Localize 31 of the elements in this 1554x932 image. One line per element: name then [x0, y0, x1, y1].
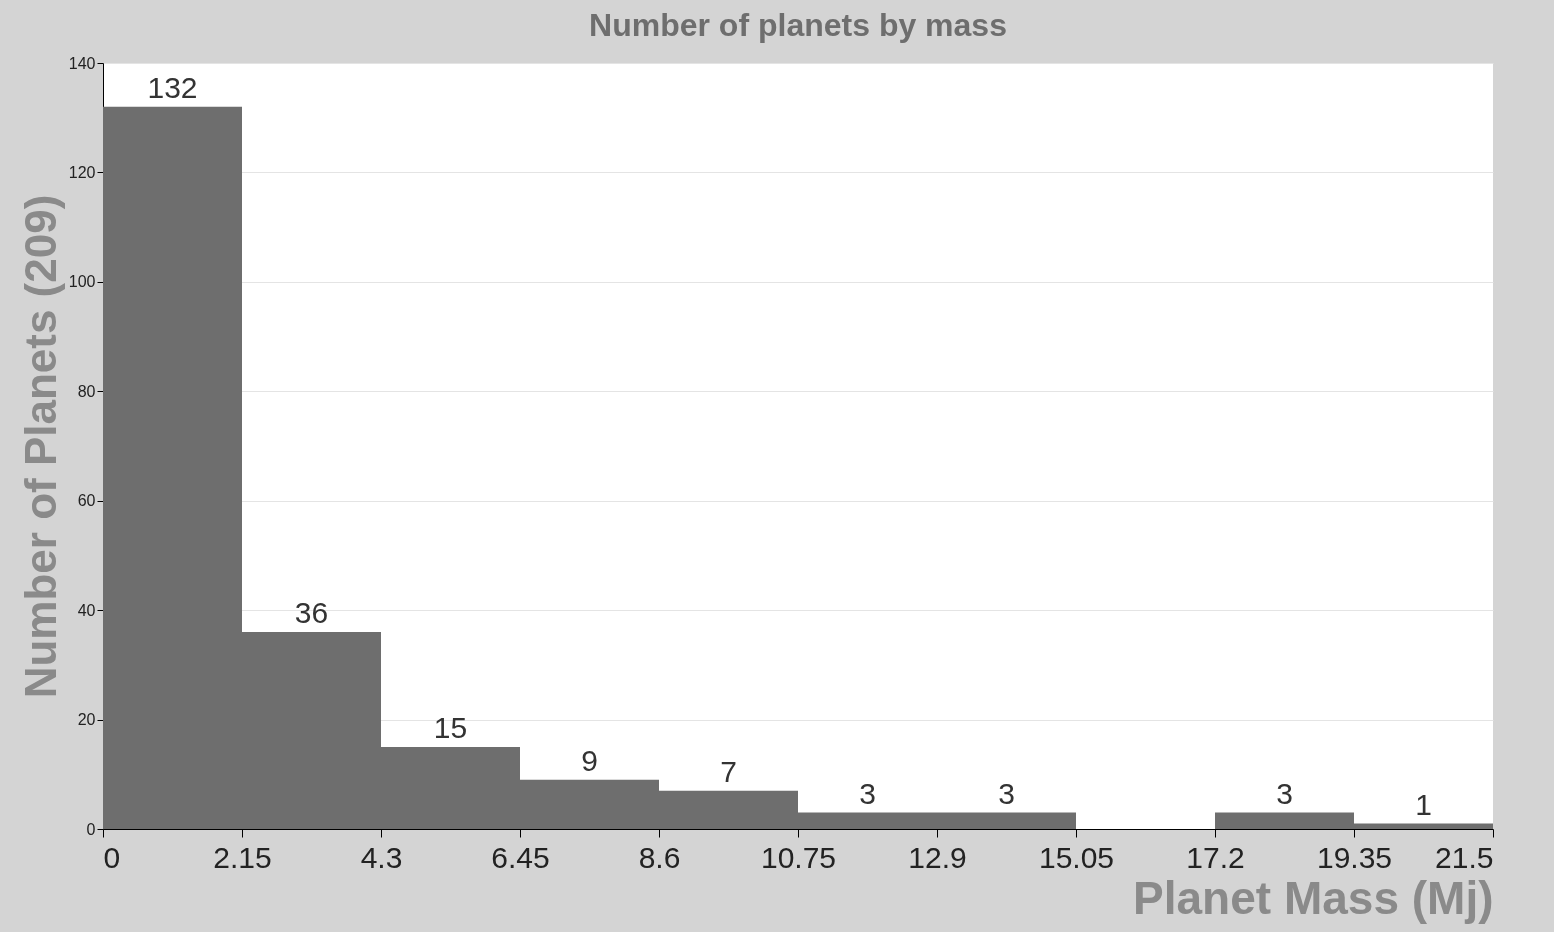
data-label: 7: [720, 754, 737, 788]
data-label: 3: [859, 776, 876, 810]
x-tick-label: 12.9: [908, 840, 967, 874]
data-label: 3: [1276, 776, 1293, 810]
data-label: 15: [433, 710, 468, 744]
y-tick-label: 40: [77, 601, 96, 619]
data-label: 132: [147, 70, 198, 104]
x-tick-label: 17.2: [1186, 840, 1245, 874]
y-tick-label: 140: [68, 54, 96, 72]
x-tick-label: 10.75: [760, 840, 837, 874]
y-tick-label: 100: [68, 273, 96, 291]
chart-title: Number of planets by mass: [589, 7, 1007, 43]
data-label: 3: [998, 776, 1015, 810]
x-tick-label: 15.05: [1038, 840, 1115, 874]
data-label: 9: [581, 743, 598, 777]
x-axis-title: Planet Mass (Mj): [1133, 871, 1494, 924]
y-tick-label: 20: [77, 711, 96, 729]
x-tick-label: 8.6: [638, 840, 681, 874]
x-tick-label: 21.5: [1435, 840, 1494, 874]
x-tick-label: 19.35: [1316, 840, 1393, 874]
y-tick-label: 60: [77, 492, 96, 510]
y-tick-label: 0: [86, 820, 96, 838]
x-tick-label: 2.15: [213, 840, 272, 874]
y-tick-label: 80: [77, 382, 96, 400]
y-tick-label: 120: [68, 163, 96, 181]
x-tick-label: 6.45: [491, 840, 550, 874]
y-axis-title: Number of Planets (209): [15, 194, 65, 699]
x-tick-label: 0: [103, 840, 121, 874]
x-tick-label: 4.3: [360, 840, 403, 874]
data-label: 1: [1415, 787, 1432, 821]
data-label: 36: [294, 596, 329, 630]
